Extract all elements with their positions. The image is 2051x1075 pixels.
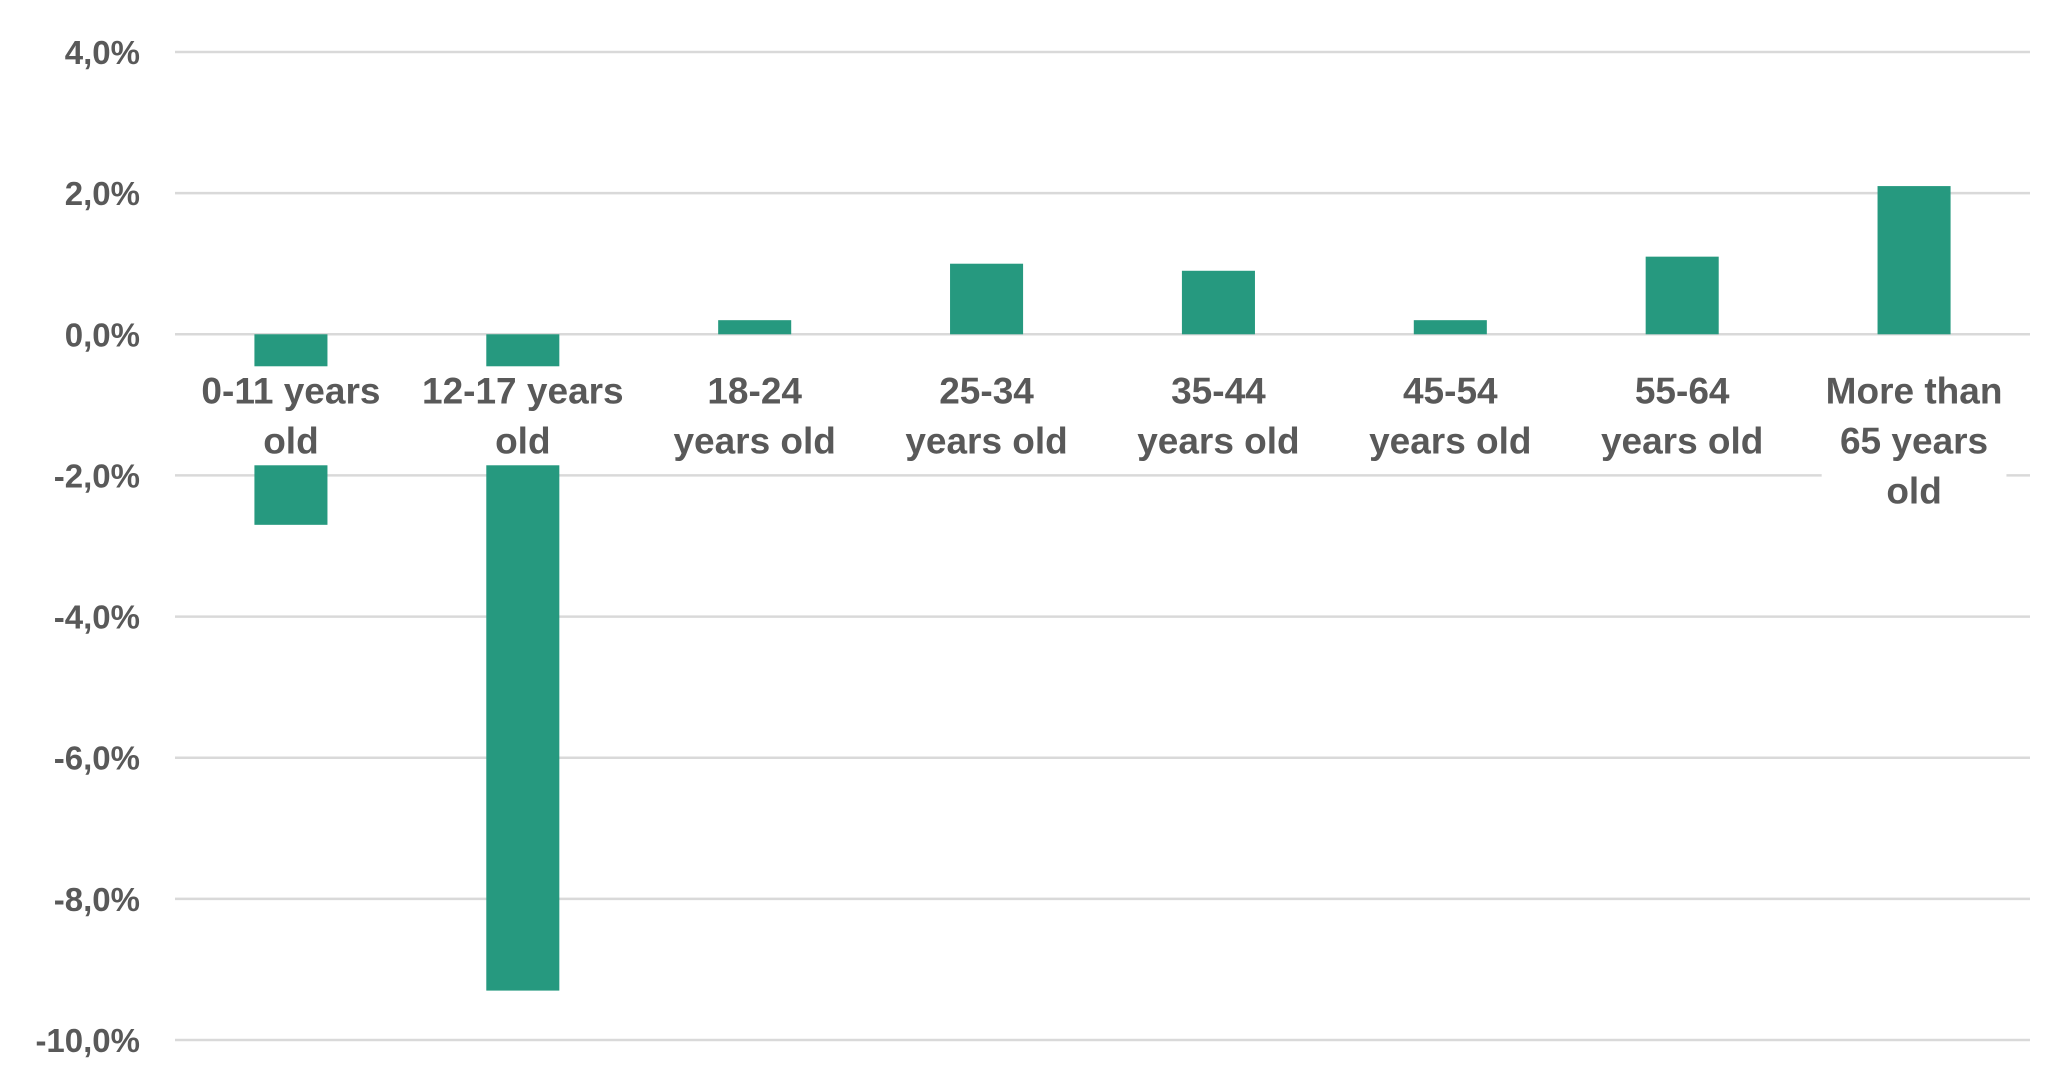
y-tick-label: -6,0% (54, 740, 140, 777)
category-label-background (1133, 366, 1304, 466)
category-label-line: 35-44 (1171, 370, 1266, 411)
category-label-background (1365, 366, 1536, 466)
y-axis-tick-labels: 4,0% 2,0% 0,0% -2,0% -4,0% -6,0% -8,0% -10,0% (35, 34, 140, 1059)
category-label: 25-34 years old (901, 366, 1072, 466)
bar (718, 320, 792, 335)
y-tick-label: 2,0% (65, 175, 140, 212)
category-label-line: old (1886, 470, 1941, 511)
category-label-line: 18-24 (707, 370, 802, 411)
category-label-line: More than (1826, 370, 2003, 411)
category-label-line: years old (1601, 420, 1763, 461)
category-label: 12-17 years old (418, 366, 628, 466)
category-label-background (1821, 366, 2007, 516)
y-tick-label: -10,0% (35, 1022, 140, 1059)
category-label-line: years old (673, 420, 835, 461)
y-tick-label: -4,0% (54, 599, 140, 636)
y-tick-label: 0,0% (65, 316, 140, 353)
category-label-line: old (263, 420, 318, 461)
category-label-line: 25-34 (939, 370, 1034, 411)
category-label-background (1596, 366, 1768, 466)
category-label-line: old (495, 420, 550, 461)
category-label: 55-64 years old (1596, 366, 1768, 466)
gridlines (175, 50, 2030, 1042)
category-label-line: years old (1369, 420, 1531, 461)
bar (950, 263, 1024, 335)
category-label-line: 0-11 years (201, 370, 380, 411)
category-label-line: 65 years (1840, 420, 1988, 461)
bar (1645, 256, 1719, 335)
bars (254, 186, 1951, 991)
category-label: 18-24 years old (669, 366, 840, 466)
category-label-line: 12-17 years (422, 370, 624, 411)
y-tick-label: -8,0% (54, 881, 140, 918)
category-label: 45-54 years old (1365, 366, 1536, 466)
category-label: More than 65 years old (1821, 366, 2007, 516)
category-label-line: 55-64 (1635, 370, 1730, 411)
category-label-line: years old (1137, 420, 1299, 461)
category-labels: 0-11 years old 12-17 years old 18-24 years ol… (197, 366, 2007, 516)
category-label-background (901, 366, 1072, 466)
category-label-line: years old (905, 420, 1067, 461)
category-label-background (418, 366, 628, 466)
category-label-background (197, 366, 385, 466)
bar (1413, 320, 1487, 335)
y-tick-label: 4,0% (65, 34, 140, 71)
category-label: 0-11 years old (197, 366, 385, 466)
category-label: 35-44 years old (1133, 366, 1304, 466)
bar (1877, 186, 1951, 335)
category-label-line: 45-54 (1403, 370, 1498, 411)
bar (1181, 270, 1255, 335)
category-label-background (669, 366, 840, 466)
y-tick-label: -2,0% (54, 457, 140, 494)
